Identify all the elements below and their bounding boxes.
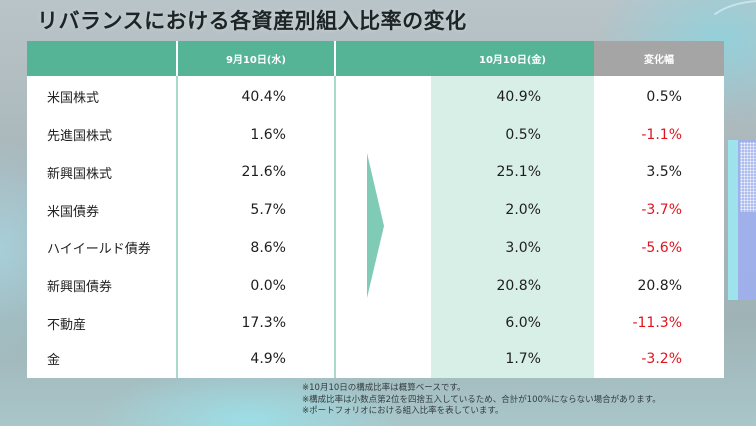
footnotes: ※10月10日の構成比率は概算ベースです。 ※構成比率は小数点第2位を四捨五入し… (302, 383, 661, 418)
oct-value: 20.8% (496, 277, 541, 294)
asset-name: 新興国債券 (47, 280, 113, 296)
change-value: -5.6% (641, 239, 682, 256)
table-row: 米国株式 40.4% 40.9% 0.5% (27, 78, 724, 116)
column-divider (334, 41, 336, 378)
header-change: 変化幅 (594, 41, 724, 76)
oct-value: 3.0% (505, 239, 541, 256)
table-row: 先進国株式 1.6% 0.5% -1.1% (27, 116, 724, 154)
sep-value: 5.7% (250, 202, 286, 219)
footnote: ※10月10日の構成比率は概算ベースです。 (302, 383, 466, 393)
footnote: ※構成比率は小数点第2位を四捨五入しているため、合計が100%にならない場合があ… (302, 394, 661, 405)
oct-column-highlight (431, 76, 594, 378)
column-divider (176, 41, 178, 378)
asset-name: 米国債券 (47, 204, 100, 220)
oct-value: 6.0% (505, 315, 541, 332)
asset-name: 先進国株式 (47, 129, 113, 145)
asset-name: 米国株式 (47, 91, 100, 107)
background-dots (740, 142, 756, 212)
change-value: 0.5% (646, 88, 682, 105)
change-value: 20.8% (637, 277, 682, 294)
asset-name: ハイイールド債券 (47, 242, 151, 258)
oct-value: 2.0% (505, 202, 541, 219)
table-row: 新興国債券 0.0% 20.8% 20.8% (27, 267, 724, 305)
table-row: 新興国株式 21.6% 25.1% 3.5% (27, 154, 724, 192)
sep-value: 1.6% (250, 126, 286, 143)
oct-value: 25.1% (496, 164, 541, 181)
right-arrow-icon (367, 153, 384, 298)
sep-value: 17.3% (241, 315, 286, 332)
oct-value: 1.7% (505, 350, 541, 367)
oct-value: 40.9% (496, 88, 541, 105)
table-row: 金 4.9% 1.7% -3.2% (27, 340, 724, 378)
table-row: 不動産 17.3% 6.0% -11.3% (27, 305, 724, 343)
header-divider (334, 41, 336, 76)
header-divider (176, 41, 178, 76)
header-asset (27, 41, 177, 76)
oct-value: 0.5% (505, 126, 541, 143)
asset-name: 新興国株式 (47, 166, 113, 182)
change-value: -3.2% (641, 350, 682, 367)
table-row: 米国債券 5.7% 2.0% -3.7% (27, 191, 724, 229)
sep-value: 4.9% (250, 350, 286, 367)
sep-value: 21.6% (241, 164, 286, 181)
sep-value: 0.0% (250, 277, 286, 294)
header-sep-10: 9月10日(水) (177, 41, 335, 76)
header-oct-10: 10月10日(金) (335, 41, 594, 76)
change-value: -1.1% (641, 126, 682, 143)
page-title: リバランスにおける各資産別組入比率の変化 (37, 9, 467, 33)
sep-value: 8.6% (250, 239, 286, 256)
header-oct-10-label: 10月10日(金) (479, 55, 546, 66)
change-value: 3.5% (646, 164, 682, 181)
footnote: ※ポートフォリオにおける組入比率を表しています。 (302, 406, 504, 416)
asset-name: 不動産 (47, 317, 87, 333)
allocation-table: 9月10日(水) 10月10日(金) 変化幅 米国株式 40.4% 40.9% … (27, 41, 724, 378)
change-value: -11.3% (632, 315, 682, 332)
sep-value: 40.4% (241, 88, 286, 105)
change-value: -3.7% (641, 202, 682, 219)
table-row: ハイイールド債券 8.6% 3.0% -5.6% (27, 229, 724, 267)
asset-name: 金 (47, 353, 61, 369)
